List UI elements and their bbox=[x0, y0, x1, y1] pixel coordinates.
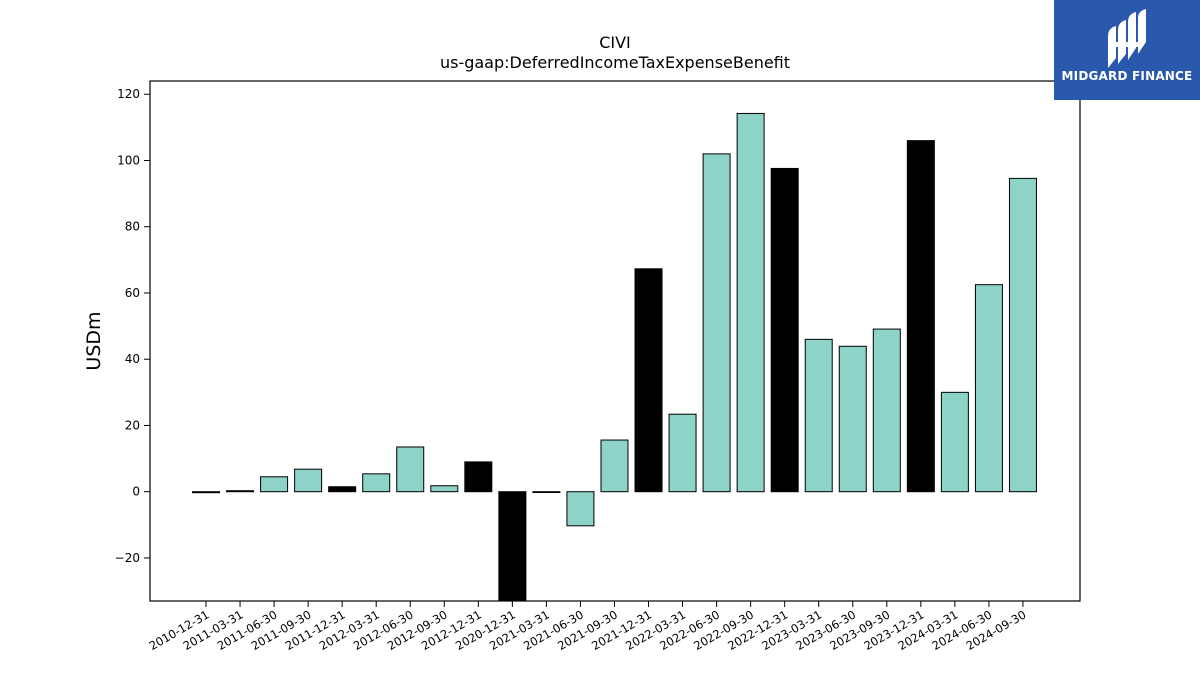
bar-2023-12-31 bbox=[906, 140, 935, 493]
bar-2023-03-31 bbox=[804, 338, 833, 493]
y-axis: −20 0 20 40 60 80 100 120 bbox=[115, 87, 150, 565]
bar-2011-09-30 bbox=[294, 468, 323, 493]
brand-logo: MIDGARD FINANCE bbox=[1054, 0, 1200, 100]
y-tick-label: 120 bbox=[117, 87, 140, 101]
bar-2021-03-31 bbox=[532, 491, 561, 494]
bar-2023-06-30 bbox=[838, 345, 867, 493]
bar-group bbox=[192, 112, 1037, 602]
bar-2011-12-31 bbox=[328, 486, 357, 493]
x-axis: 2010-12-312011-03-312011-06-302011-09-30… bbox=[147, 601, 1028, 653]
midgard-logo-icon bbox=[1108, 9, 1146, 68]
y-tick-label: 100 bbox=[117, 153, 140, 167]
bar-2012-12-31 bbox=[464, 461, 493, 493]
bar-2012-09-30 bbox=[430, 485, 459, 493]
bar-2022-09-30 bbox=[736, 112, 765, 493]
bar-2010-12-31 bbox=[192, 491, 220, 494]
bar-2022-06-30 bbox=[702, 153, 731, 493]
brand-name: MIDGARD FINANCE bbox=[1061, 69, 1193, 83]
bar-2023-09-30 bbox=[872, 328, 901, 493]
bar-2011-06-30 bbox=[260, 476, 289, 493]
bar-2022-03-31 bbox=[668, 413, 697, 493]
bar-2021-12-31 bbox=[634, 268, 663, 493]
y-tick-label: 60 bbox=[125, 286, 140, 300]
bar-2022-12-31 bbox=[770, 167, 799, 493]
bar-2012-03-31 bbox=[362, 473, 391, 493]
y-tick-label: 40 bbox=[125, 352, 140, 366]
bar-2020-12-31 bbox=[498, 491, 527, 602]
bar-2024-03-31 bbox=[940, 391, 969, 493]
chart-subtitle: us-gaap:DeferredIncomeTaxExpenseBenefit bbox=[440, 53, 790, 72]
y-tick-label: 0 bbox=[132, 485, 140, 499]
y-tick-label: 80 bbox=[125, 220, 140, 234]
bar-2024-09-30 bbox=[1008, 177, 1037, 493]
y-tick-label: 20 bbox=[125, 418, 140, 432]
bar-2021-06-30 bbox=[566, 491, 595, 527]
bar-2011-03-31 bbox=[226, 490, 255, 493]
chart-title: CIVI bbox=[599, 33, 631, 52]
bar-2012-06-30 bbox=[396, 446, 425, 493]
plot-frame bbox=[149, 80, 1081, 602]
bar-2021-09-30 bbox=[600, 439, 629, 493]
y-axis-label: USDm bbox=[83, 311, 105, 370]
bar-2024-06-30 bbox=[974, 284, 1003, 493]
y-tick-label: −20 bbox=[115, 551, 140, 565]
